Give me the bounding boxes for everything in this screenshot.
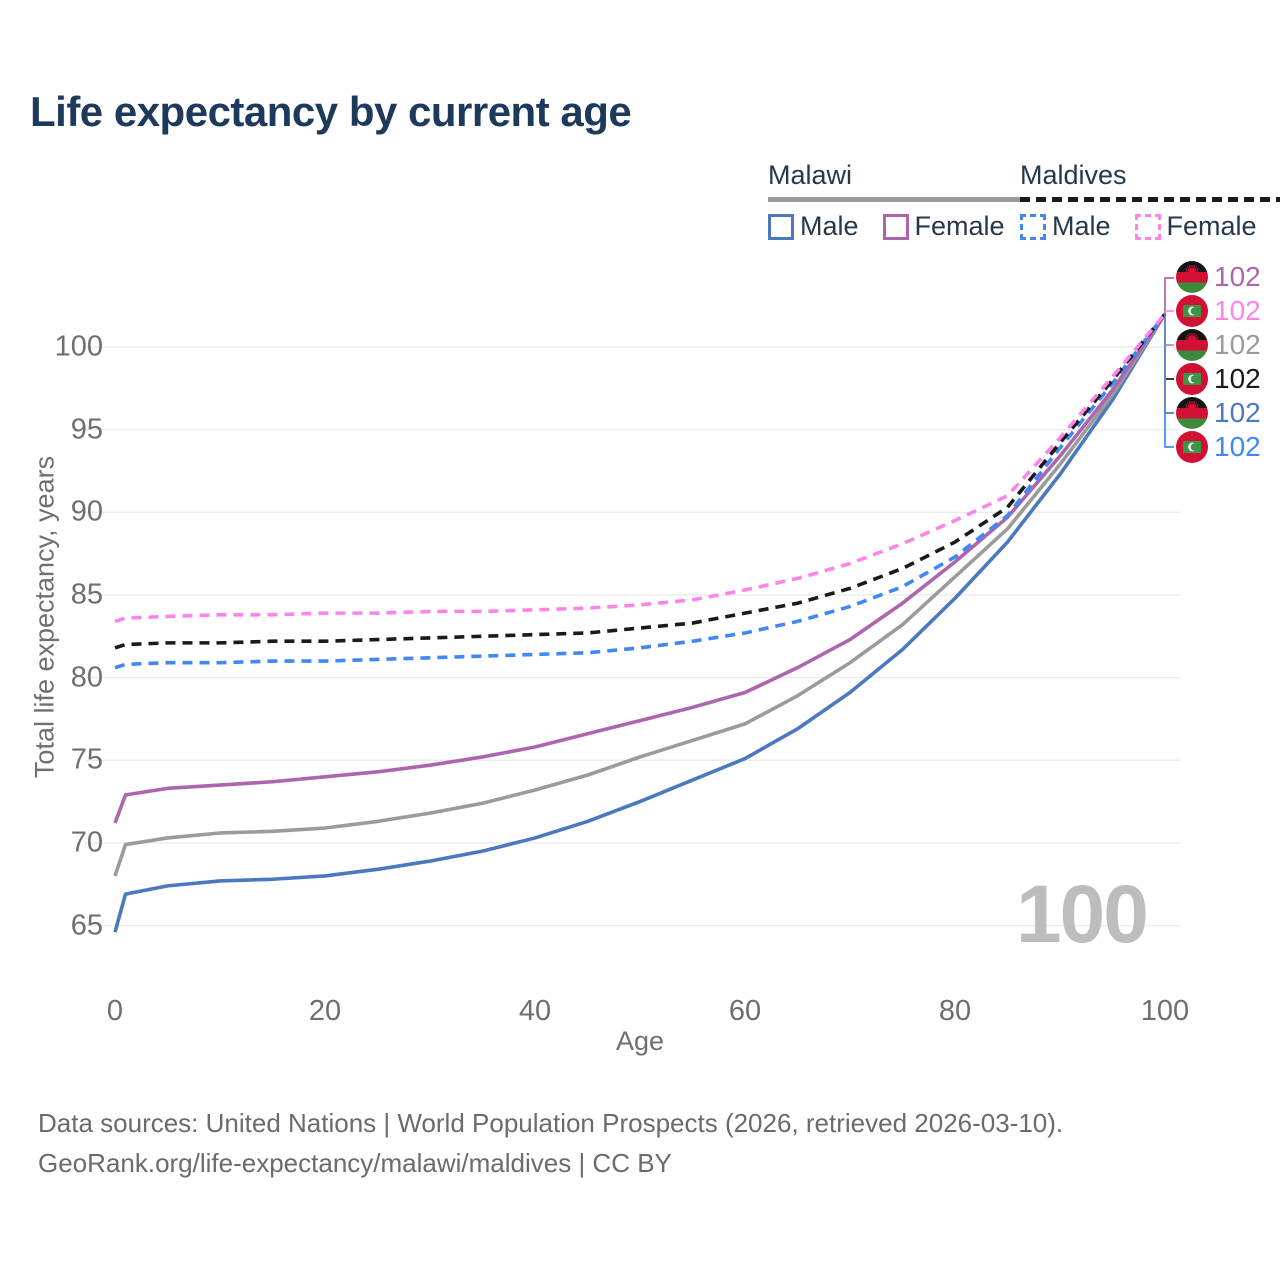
end-label-value: 102 xyxy=(1214,329,1261,360)
legend-underline-malawi xyxy=(768,197,1029,202)
y-tick-label: 65 xyxy=(70,909,103,942)
malawi-flag-icon xyxy=(1176,261,1208,293)
legend-item-label: Female xyxy=(1166,211,1257,241)
y-tick-label: 70 xyxy=(70,826,103,859)
y-tick-label: 100 xyxy=(54,330,103,363)
series-line-malawi-all- xyxy=(113,312,1167,877)
x-tick-label: 80 xyxy=(938,995,972,1027)
legend-header-maldives[interactable]: Maldives xyxy=(1020,160,1127,190)
end-label-value: 102 xyxy=(1214,261,1261,292)
legend-item-maldives-female[interactable]: Female xyxy=(1134,211,1257,242)
series-line-malawi-male xyxy=(113,313,1167,933)
y-axis-title: Total life expectancy, years xyxy=(29,455,60,779)
series-line-maldives-male xyxy=(114,312,1167,670)
malawi-female-swatch-icon xyxy=(882,213,909,240)
legend-underline-maldives xyxy=(1020,197,1280,202)
end-label-row: 102 xyxy=(1176,295,1261,327)
y-tick-label: 95 xyxy=(70,413,103,446)
legend-item-label: Male xyxy=(1052,211,1111,241)
x-tick-label: 20 xyxy=(308,995,342,1027)
legend-item-maldives-male[interactable]: Male xyxy=(1020,211,1111,242)
malawi-flag-icon xyxy=(1176,329,1208,361)
footer-source-line: Data sources: United Nations | World Pop… xyxy=(38,1108,1064,1138)
x-tick-label: 100 xyxy=(1140,995,1190,1027)
y-tick-label: 85 xyxy=(70,578,103,611)
end-label-row: 102 xyxy=(1176,261,1261,293)
page-title: Life expectancy by current age xyxy=(30,88,632,135)
x-tick-label: 40 xyxy=(518,995,552,1027)
legend-item-label: Female xyxy=(914,211,1005,241)
malawi-flag-icon xyxy=(1176,397,1208,429)
x-tick-label: 60 xyxy=(728,995,762,1027)
end-label-row: 102 xyxy=(1176,431,1261,463)
malawi-male-swatch-icon xyxy=(768,213,794,240)
y-tick-label: 90 xyxy=(70,495,103,528)
series-line-malawi-female xyxy=(113,312,1167,824)
end-label-value: 102 xyxy=(1214,295,1261,326)
end-label-value: 102 xyxy=(1214,363,1261,394)
maldives-male-swatch-icon xyxy=(1020,213,1046,240)
legend-item-malawi-female[interactable]: Female xyxy=(882,211,1005,242)
maldives-flag-icon xyxy=(1176,295,1208,327)
end-label-row: 102 xyxy=(1176,329,1261,361)
legend-header-malawi[interactable]: Malawi xyxy=(768,160,853,190)
x-tick-label: 0 xyxy=(106,995,124,1027)
series-line-maldives-female xyxy=(114,312,1167,624)
maldives-flag-icon xyxy=(1176,363,1208,395)
end-label-row: 102 xyxy=(1176,397,1261,429)
end-label-value: 102 xyxy=(1214,397,1261,428)
leader-line xyxy=(1164,314,1174,414)
end-label-value: 102 xyxy=(1214,431,1261,462)
maldives-female-swatch-icon xyxy=(1134,213,1161,240)
legend-item-label: Male xyxy=(800,211,859,241)
leader-line xyxy=(1164,413,1174,448)
leader-line xyxy=(1164,277,1174,314)
age-watermark: 100 xyxy=(1016,869,1149,960)
y-tick-label: 75 xyxy=(70,743,103,776)
legend-item-malawi-male[interactable]: Male xyxy=(768,211,859,242)
legend-group-maldives: Maldives Male Female xyxy=(1020,160,1280,242)
maldives-flag-icon xyxy=(1176,431,1208,463)
y-tick-label: 80 xyxy=(70,661,103,694)
series-line-maldives-all- xyxy=(114,312,1167,650)
x-axis-title: Age xyxy=(615,1026,665,1056)
end-label-row: 102 xyxy=(1176,363,1261,395)
footer-link-line: GeoRank.org/life-expectancy/malawi/maldi… xyxy=(38,1148,672,1178)
legend-group-malawi: Malawi Male Female xyxy=(768,160,1029,242)
